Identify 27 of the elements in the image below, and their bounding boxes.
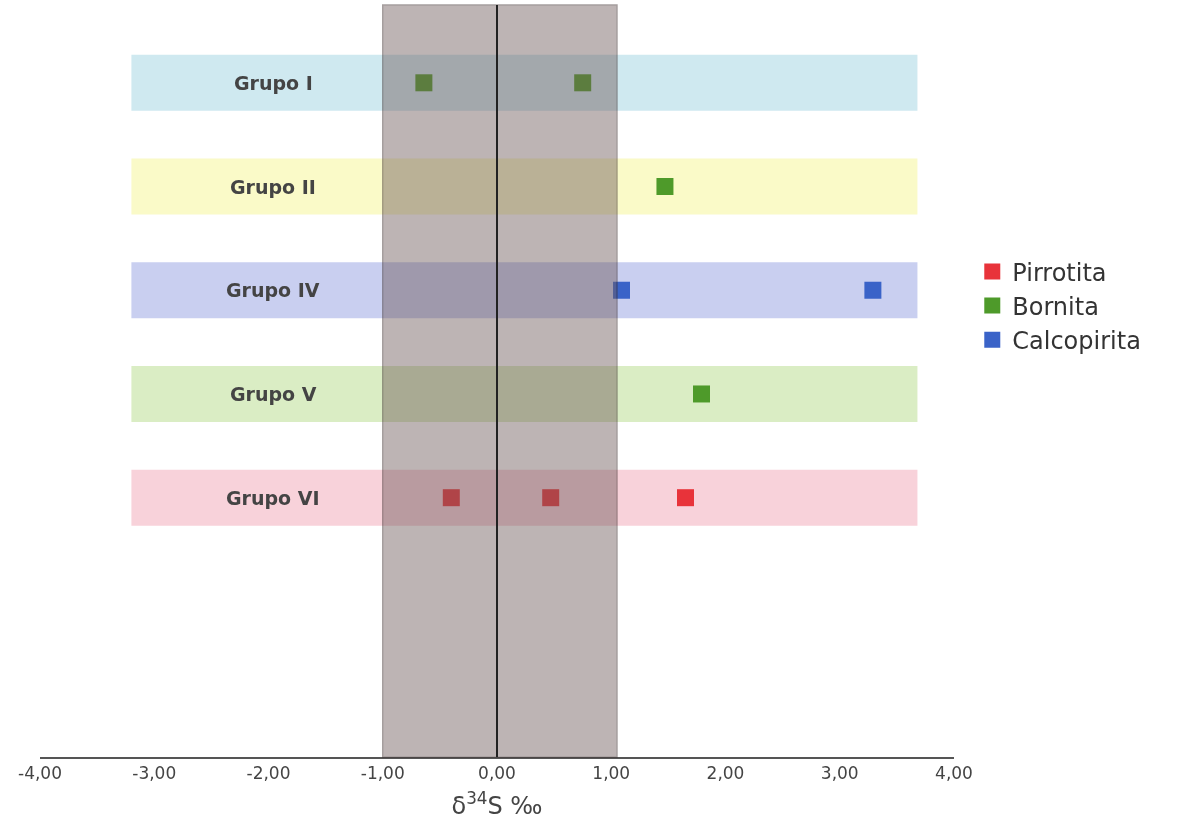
point [442,489,460,507]
point [574,74,592,92]
point [677,489,695,507]
point [864,281,882,299]
y-tick-label: Grupo IV [226,279,320,301]
x-tick-label: 0,00 [478,763,516,784]
x-tick-label: 4,00 [935,763,973,784]
x-axis-title: δ$^{34}$S ‰ [451,787,543,820]
y-tick-label: Grupo II [230,176,316,198]
x-tick-label: -2,00 [246,763,291,784]
point [656,178,674,196]
x-tick-label: -3,00 [132,763,177,784]
x-tick-label: 2,00 [706,763,745,784]
x-tick-label: -1,00 [360,763,405,784]
legend-label: Calcopirita [1012,327,1141,356]
legend-label: Pirrotita [1012,258,1107,287]
x-tick-label: 1,00 [592,763,631,784]
x-tick-label: 3,00 [820,763,859,784]
point [693,385,711,403]
y-tick-label: Grupo VI [226,487,320,509]
x-tick-label: -4,00 [18,763,62,784]
point [542,489,560,507]
point [613,281,631,299]
y-tick-label: Grupo V [230,383,317,405]
y-tick-label: Grupo I [234,72,313,94]
legend-label: Bornita [1012,292,1099,321]
point [415,74,433,92]
